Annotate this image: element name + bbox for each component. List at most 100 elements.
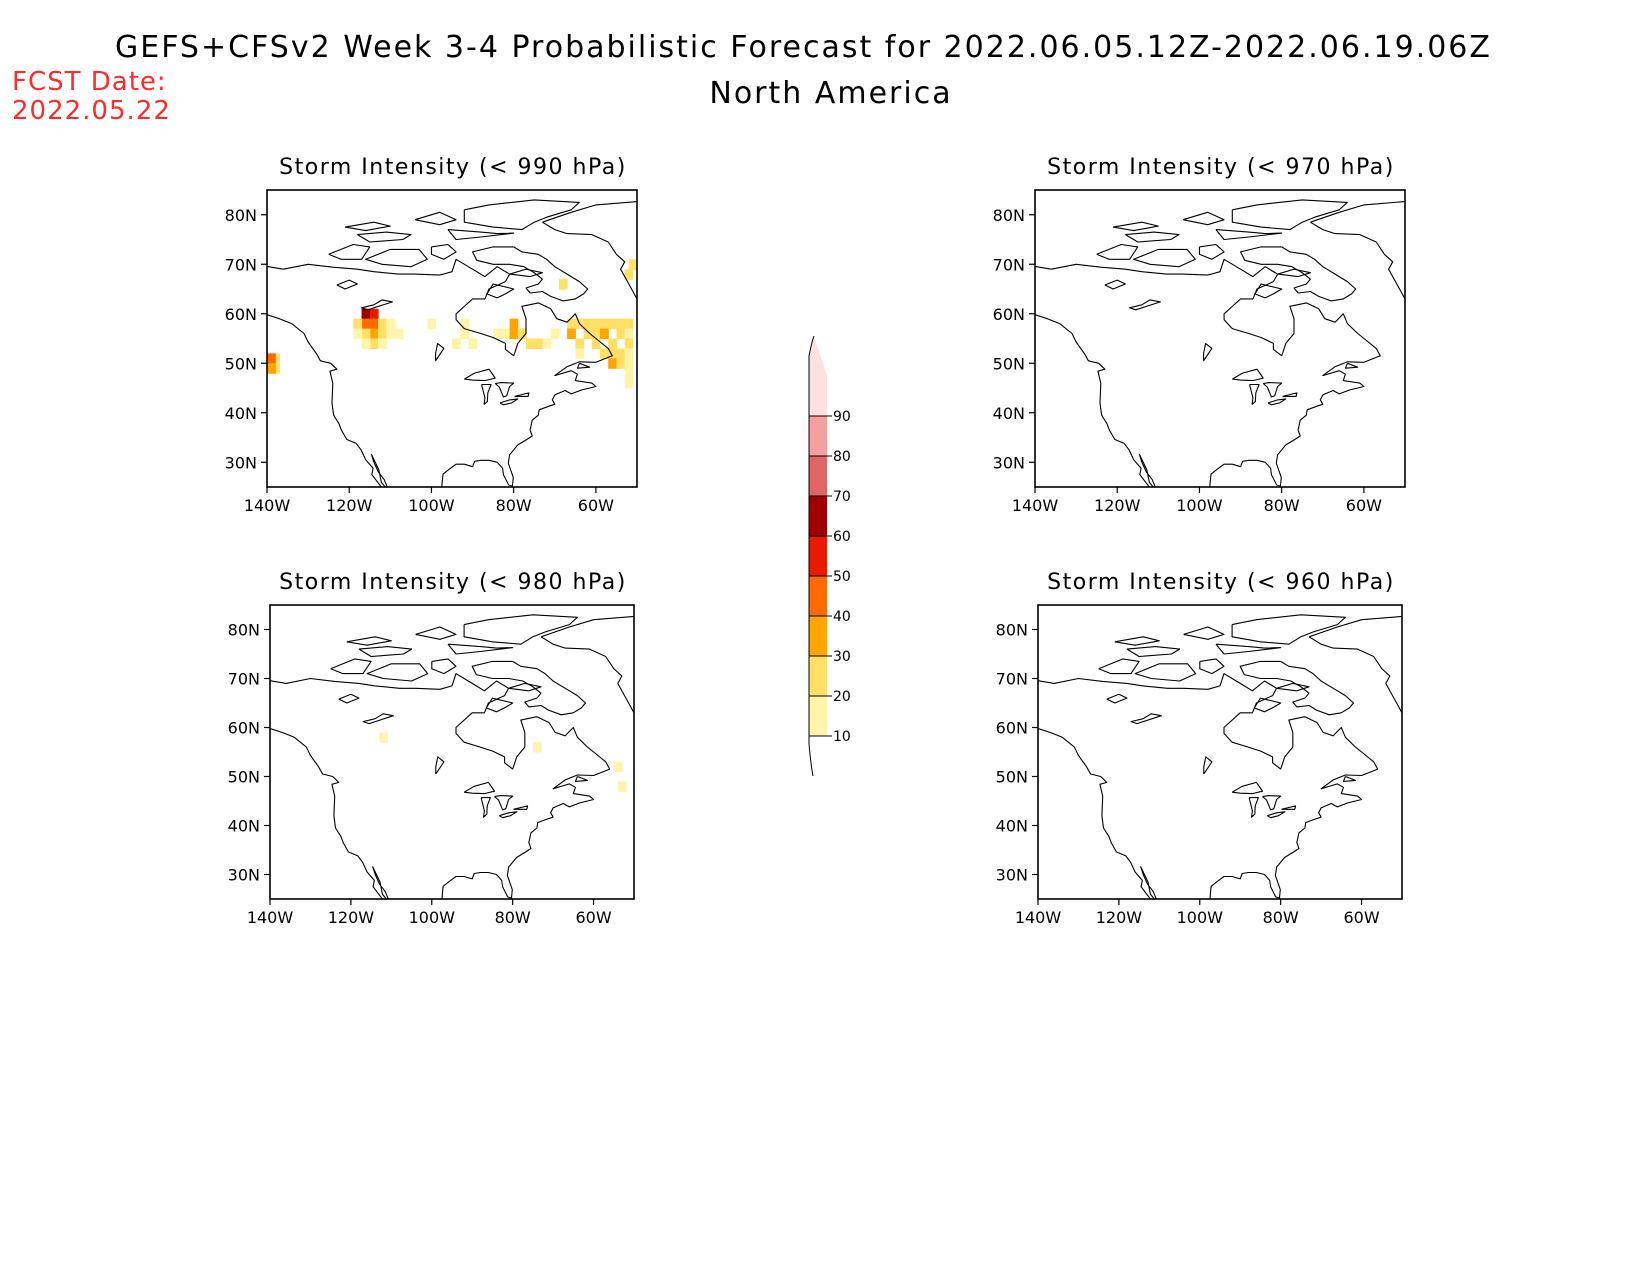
probability-cell xyxy=(394,328,404,340)
colorbar-top-cap xyxy=(809,336,827,376)
lon-tick-label: 140W xyxy=(247,908,294,927)
colorbar-segment xyxy=(809,576,827,616)
colorbar-label: 10 xyxy=(833,729,851,745)
coastline-island xyxy=(1134,663,1197,682)
coastline-island xyxy=(365,248,428,268)
colorbar-label: 50 xyxy=(833,569,851,585)
coastline-island xyxy=(1277,268,1311,278)
lat-tick-label: 60N xyxy=(228,719,260,738)
colorbar-label: 60 xyxy=(833,529,851,545)
coastline-island xyxy=(1342,775,1357,782)
lat-tick-label: 50N xyxy=(996,768,1028,787)
coastline-island xyxy=(346,636,392,646)
coastline-island xyxy=(463,199,580,231)
coastline-island xyxy=(1215,229,1283,241)
probability-cell xyxy=(624,358,634,369)
probability-cell xyxy=(532,742,542,753)
colorbar-top-outline xyxy=(808,335,815,376)
coastline-island xyxy=(1344,362,1359,369)
lon-tick-label: 120W xyxy=(326,496,373,515)
probability-cell xyxy=(517,328,527,340)
lake-outline xyxy=(1203,756,1213,775)
coastline-island xyxy=(366,663,429,682)
coastline-baffin xyxy=(1240,246,1357,302)
coastline-island xyxy=(1133,248,1196,268)
colorbar-segment xyxy=(809,456,827,496)
probability-cell xyxy=(353,318,363,330)
coastline-island xyxy=(509,268,543,278)
map-frame xyxy=(269,604,635,900)
probability-cell xyxy=(583,318,593,330)
colorbar-segment xyxy=(809,536,827,576)
probability-cell xyxy=(624,328,634,340)
coastline-island xyxy=(330,658,372,675)
lake-outline xyxy=(1104,279,1126,290)
probability-cell xyxy=(616,318,626,330)
coastline xyxy=(267,258,613,487)
probability-cell xyxy=(600,348,609,359)
probability-cell xyxy=(452,338,461,349)
colorbar-segment xyxy=(809,496,827,536)
coastline-island xyxy=(430,243,457,260)
colorbar-label: 70 xyxy=(833,489,851,505)
lake-outline xyxy=(1232,368,1264,382)
probability-cell xyxy=(628,259,637,270)
probability-cell xyxy=(267,363,276,374)
lat-tick-label: 30N xyxy=(996,866,1028,885)
coastline-island xyxy=(1098,658,1140,675)
probability-cell xyxy=(608,338,618,349)
lat-tick-label: 30N xyxy=(225,453,257,472)
probability-cell xyxy=(591,328,601,340)
lake-outline xyxy=(1262,382,1283,398)
coastline xyxy=(1038,673,1379,899)
lon-tick-label: 140W xyxy=(1015,908,1062,927)
lat-tick-label: 50N xyxy=(993,354,1025,373)
coastline-island xyxy=(1183,626,1225,640)
probability-cell xyxy=(591,338,601,349)
map-area xyxy=(1035,199,1405,487)
lon-tick-label: 80W xyxy=(1264,496,1300,515)
coastline-island xyxy=(1199,658,1225,675)
lat-tick-label: 80N xyxy=(993,206,1025,225)
lake-outline xyxy=(480,797,491,818)
lake-outline xyxy=(435,342,445,362)
map-area xyxy=(1038,614,1402,899)
colorbar-segment xyxy=(809,376,827,416)
probability-cell xyxy=(608,358,618,369)
probability-cell xyxy=(624,378,634,389)
lake-outline xyxy=(1248,797,1259,818)
coastline-island xyxy=(1215,643,1282,655)
coastline-island xyxy=(1125,231,1180,243)
probability-cell xyxy=(361,338,371,349)
lat-tick-label: 30N xyxy=(993,453,1025,472)
coastline xyxy=(1035,258,1381,487)
lake-outline xyxy=(1203,342,1213,362)
lon-tick-label: 120W xyxy=(1096,908,1143,927)
probability-cell xyxy=(378,338,387,349)
lon-tick-label: 80W xyxy=(1263,908,1299,927)
map-frame xyxy=(1034,189,1406,488)
map-area xyxy=(267,199,637,487)
coastline xyxy=(270,673,611,899)
figure-title: GEFS+CFSv2 Week 3-4 Probabilistic Foreca… xyxy=(115,30,1492,65)
lake-outline xyxy=(463,781,496,795)
lon-tick-label: 100W xyxy=(1177,908,1224,927)
lon-tick-label: 60W xyxy=(575,908,611,927)
lat-tick-label: 80N xyxy=(228,621,260,640)
lake-outline xyxy=(1249,383,1260,405)
map-area xyxy=(270,614,634,899)
colorbar-bottom-cap xyxy=(808,736,814,777)
probability-cell xyxy=(616,348,626,359)
map-panel-980: Storm Intensity (< 980 hPa) 80N 70N 60N 50N 4… xyxy=(228,570,635,927)
probability-cell xyxy=(567,328,576,340)
lat-tick-label: 40N xyxy=(993,404,1025,423)
lake-outline xyxy=(362,713,394,725)
lake-outline xyxy=(1262,795,1282,811)
lake-outline xyxy=(1267,811,1286,819)
lon-tick-label: 60W xyxy=(1346,496,1382,515)
lake-outline xyxy=(1267,398,1287,406)
coastline-island xyxy=(345,221,391,232)
lake-outline xyxy=(1282,392,1298,397)
colorbar-label: 90 xyxy=(833,409,851,425)
colorbar-label: 40 xyxy=(833,609,851,625)
